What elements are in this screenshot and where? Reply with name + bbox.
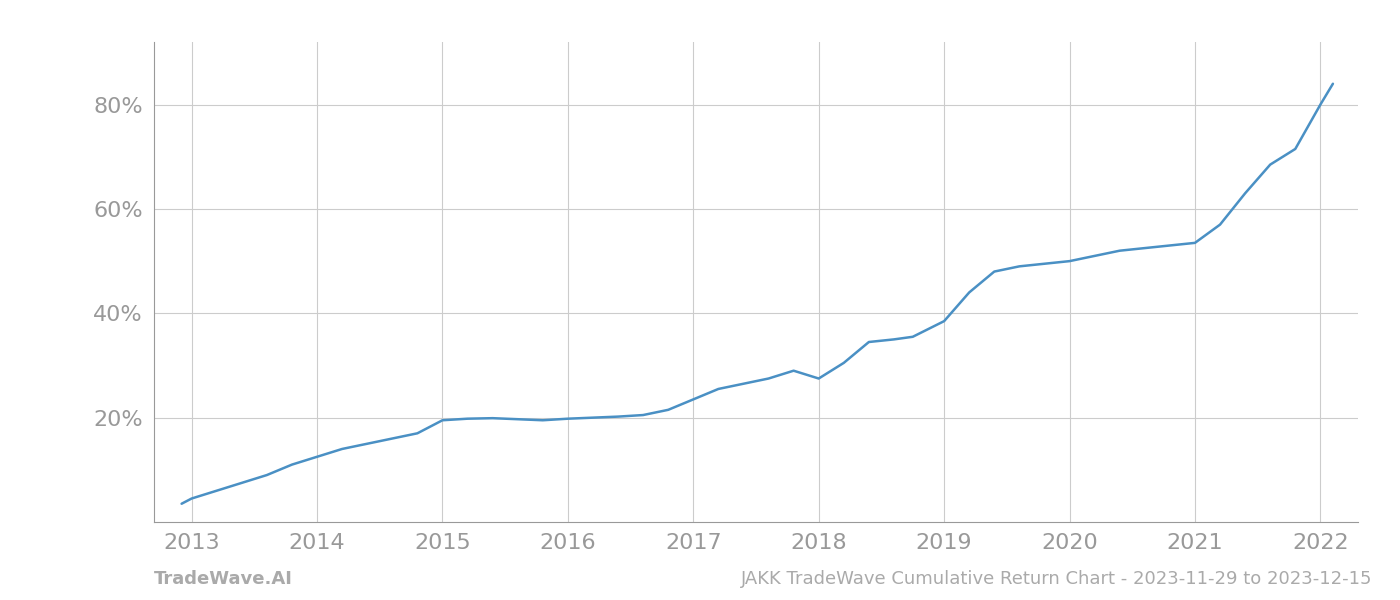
Text: JAKK TradeWave Cumulative Return Chart - 2023-11-29 to 2023-12-15: JAKK TradeWave Cumulative Return Chart -…: [741, 570, 1372, 588]
Text: TradeWave.AI: TradeWave.AI: [154, 570, 293, 588]
